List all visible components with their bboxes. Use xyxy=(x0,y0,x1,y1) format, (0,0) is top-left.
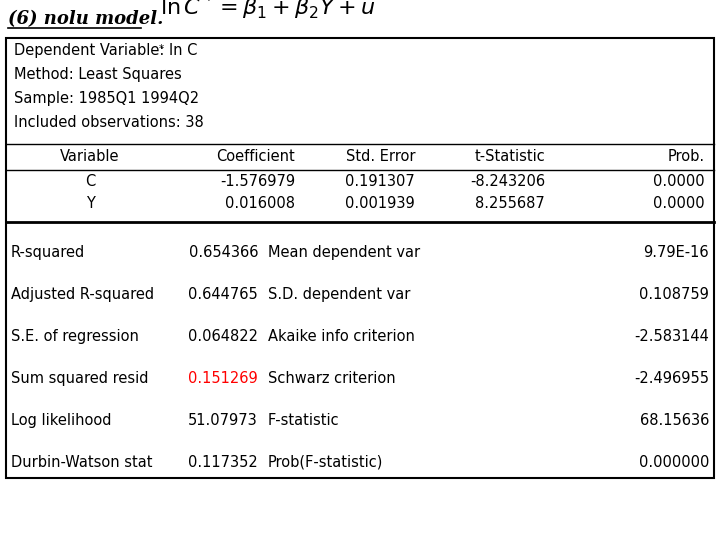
Text: -1.576979: -1.576979 xyxy=(220,174,295,189)
Text: F-statistic: F-statistic xyxy=(268,413,340,428)
Text: (6) nolu model.: (6) nolu model. xyxy=(8,10,163,28)
Text: Schwarz criterion: Schwarz criterion xyxy=(268,371,395,386)
Bar xyxy=(6,38,714,478)
Text: 0.654366: 0.654366 xyxy=(189,245,258,260)
Text: Included observations: 38: Included observations: 38 xyxy=(14,115,204,130)
Text: 0.001939: 0.001939 xyxy=(346,196,415,211)
Text: *: * xyxy=(159,44,164,54)
Text: 0.151269: 0.151269 xyxy=(188,371,258,386)
Text: 9.79E-16: 9.79E-16 xyxy=(644,245,709,260)
Text: Sample: 1985Q1 1994Q2: Sample: 1985Q1 1994Q2 xyxy=(14,91,199,106)
Text: 0.0000: 0.0000 xyxy=(653,196,705,211)
Text: Log likelihood: Log likelihood xyxy=(11,413,112,428)
Text: $\ln C^* = \beta_1 + \beta_2 Y + u$: $\ln C^* = \beta_1 + \beta_2 Y + u$ xyxy=(160,0,376,22)
Text: C: C xyxy=(85,174,95,189)
Text: -8.243206: -8.243206 xyxy=(470,174,545,189)
Text: 51.07973: 51.07973 xyxy=(188,413,258,428)
Text: Prob(F-statistic): Prob(F-statistic) xyxy=(268,455,383,470)
Text: Mean dependent var: Mean dependent var xyxy=(268,245,420,260)
Text: Method: Least Squares: Method: Least Squares xyxy=(14,67,181,82)
Text: Akaike info criterion: Akaike info criterion xyxy=(268,329,415,344)
Text: Coefficient: Coefficient xyxy=(216,149,295,164)
Text: 0.644765: 0.644765 xyxy=(188,287,258,302)
Text: 8.255687: 8.255687 xyxy=(475,196,545,211)
Text: Dependent Variable: ln C: Dependent Variable: ln C xyxy=(14,43,197,58)
Text: 68.15636: 68.15636 xyxy=(639,413,709,428)
Text: -2.583144: -2.583144 xyxy=(634,329,709,344)
Text: 0.108759: 0.108759 xyxy=(639,287,709,302)
Text: Std. Error: Std. Error xyxy=(346,149,415,164)
Text: Durbin-Watson stat: Durbin-Watson stat xyxy=(11,455,153,470)
Text: S.E. of regression: S.E. of regression xyxy=(11,329,139,344)
Text: 0.016008: 0.016008 xyxy=(225,196,295,211)
Text: S.D. dependent var: S.D. dependent var xyxy=(268,287,410,302)
Text: 0.191307: 0.191307 xyxy=(346,174,415,189)
Text: 0.000000: 0.000000 xyxy=(639,455,709,470)
Text: R-squared: R-squared xyxy=(11,245,85,260)
Text: 0.0000: 0.0000 xyxy=(653,174,705,189)
Text: Adjusted R-squared: Adjusted R-squared xyxy=(11,287,154,302)
Text: Variable: Variable xyxy=(60,149,120,164)
Text: 0.064822: 0.064822 xyxy=(188,329,258,344)
Text: Y: Y xyxy=(86,196,94,211)
Text: 0.117352: 0.117352 xyxy=(188,455,258,470)
Text: -2.496955: -2.496955 xyxy=(634,371,709,386)
Text: Sum squared resid: Sum squared resid xyxy=(11,371,148,386)
Text: t-Statistic: t-Statistic xyxy=(474,149,545,164)
Text: Prob.: Prob. xyxy=(668,149,705,164)
